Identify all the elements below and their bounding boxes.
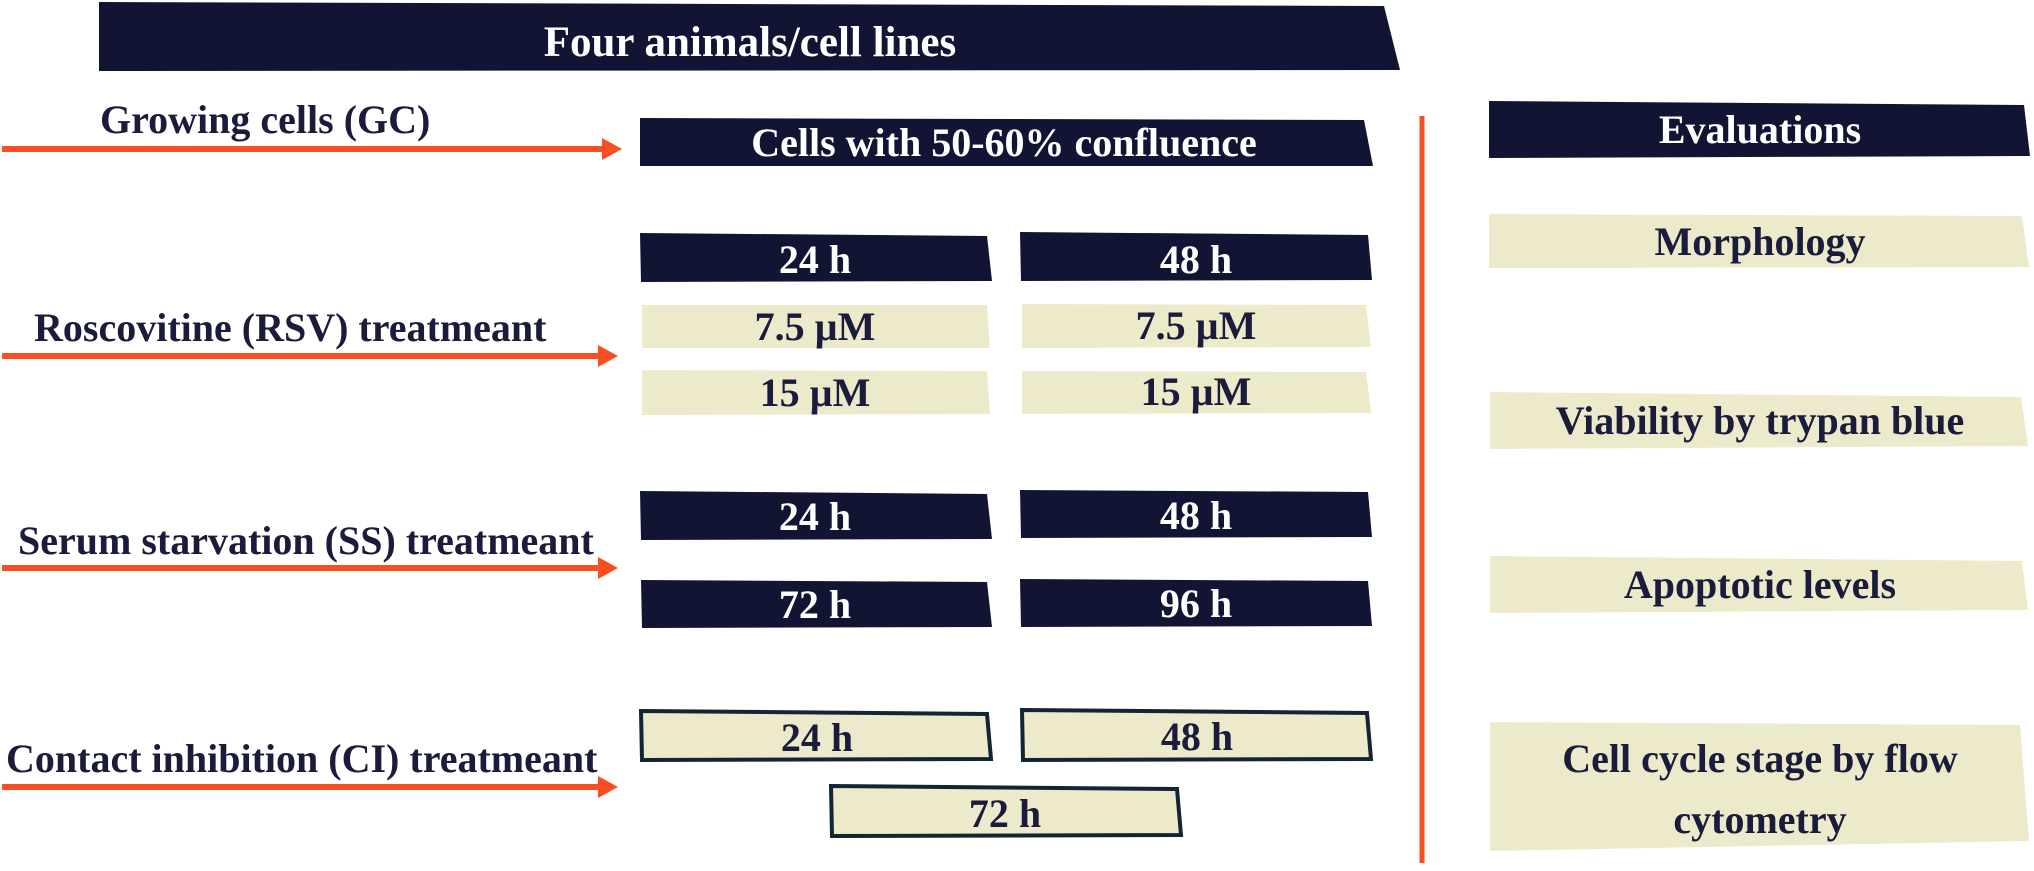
svg-text:24 h: 24 h	[779, 237, 851, 282]
svg-text:48 h: 48 h	[1161, 714, 1233, 759]
svg-text:Four animals/cell lines: Four animals/cell lines	[544, 19, 957, 66]
svg-text:7.5 µM: 7.5 µM	[1136, 303, 1257, 348]
svg-text:72 h: 72 h	[969, 791, 1041, 836]
svg-text:48 h: 48 h	[1160, 237, 1232, 282]
svg-text:Viability by trypan blue: Viability by trypan blue	[1556, 398, 1965, 443]
svg-text:48 h: 48 h	[1160, 493, 1232, 538]
svg-text:cytometry: cytometry	[1673, 797, 1846, 842]
svg-text:7.5 µM: 7.5 µM	[755, 304, 876, 349]
svg-text:Evaluations: Evaluations	[1659, 107, 1861, 152]
svg-text:Cells with 50-60% confluence: Cells with 50-60% confluence	[751, 120, 1257, 165]
svg-text:Roscovitine (RSV) treatmeant: Roscovitine (RSV) treatmeant	[34, 305, 547, 350]
svg-text:15 µM: 15 µM	[760, 370, 871, 415]
svg-text:Apoptotic levels: Apoptotic levels	[1624, 562, 1896, 607]
svg-text:96 h: 96 h	[1160, 581, 1232, 626]
svg-text:72 h: 72 h	[779, 582, 851, 627]
svg-text:24 h: 24 h	[779, 494, 851, 539]
svg-text:24 h: 24 h	[781, 715, 853, 760]
svg-text:15 µM: 15 µM	[1141, 369, 1252, 414]
svg-text:Contact inhibition (CI) treatm: Contact inhibition (CI) treatmeant	[6, 736, 598, 781]
svg-text:Serum starvation (SS) treatmea: Serum starvation (SS) treatmeant	[18, 518, 595, 563]
svg-text:Cell cycle stage by flow: Cell cycle stage by flow	[1562, 736, 1958, 781]
svg-text:Morphology: Morphology	[1654, 219, 1865, 264]
svg-text:Growing cells (GC): Growing cells (GC)	[100, 97, 430, 142]
